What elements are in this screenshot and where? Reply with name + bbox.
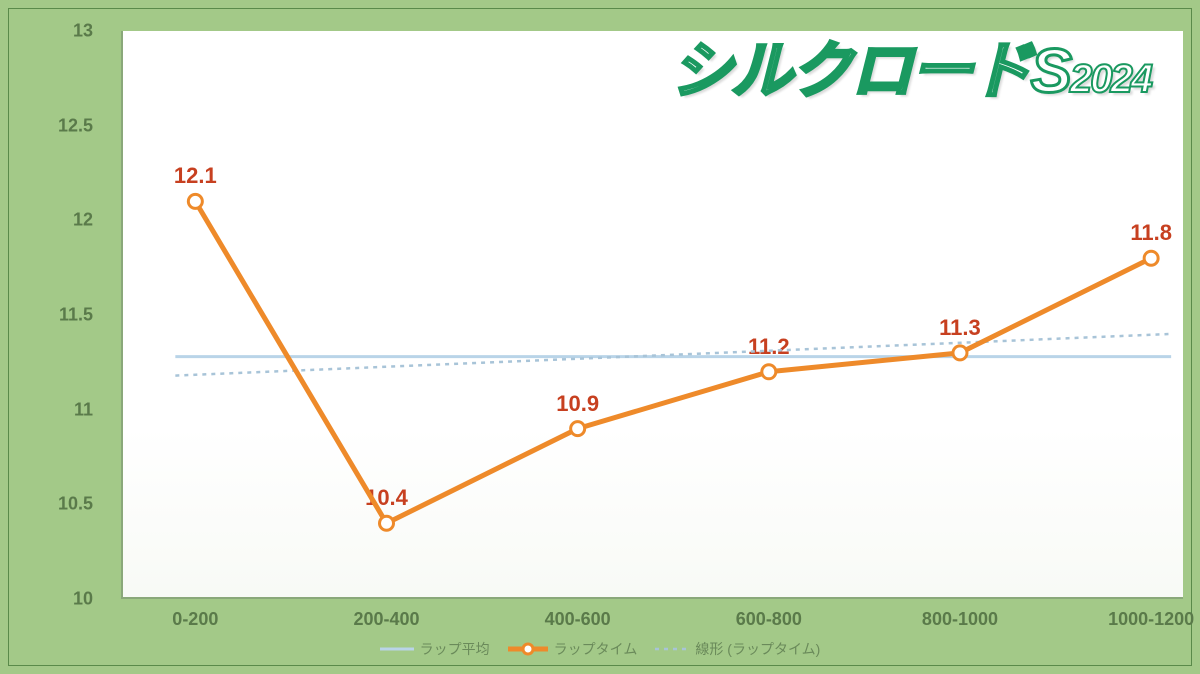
lap-markers [188, 194, 1158, 530]
legend-lap-swatch [508, 642, 548, 656]
legend-lap-label: ラップタイム [554, 639, 638, 659]
x-tick-label: 800-1000 [922, 609, 998, 630]
chart-inner-bevel: シルクロードS2024 1010.51111.51212.513 0-20020… [8, 8, 1192, 666]
chart-outer-frame: シルクロードS2024 1010.51111.51212.513 0-20020… [0, 0, 1200, 674]
lap-line [195, 201, 1151, 523]
lap-marker [1144, 251, 1158, 265]
y-tick-label: 12 [33, 210, 93, 231]
x-tick-label: 400-600 [545, 609, 611, 630]
y-tick-label: 10.5 [33, 494, 93, 515]
lap-marker [380, 516, 394, 530]
legend-avg: ラップ平均 [380, 639, 490, 659]
x-tick-label: 200-400 [353, 609, 419, 630]
lap-marker [953, 346, 967, 360]
lap-marker [762, 365, 776, 379]
legend-trend: 線形 (ラップタイム) [655, 639, 820, 659]
lap-marker [571, 422, 585, 436]
legend-avg-swatch [380, 645, 414, 653]
lap-marker [188, 194, 202, 208]
legend-lap: ラップタイム [508, 639, 638, 659]
legend-trend-label: 線形 (ラップタイム) [695, 639, 820, 659]
chart-svg [121, 31, 1183, 599]
y-tick-label: 10 [33, 589, 93, 610]
legend-avg-label: ラップ平均 [420, 639, 490, 659]
x-tick-label: 600-800 [736, 609, 802, 630]
x-tick-label: 1000-1200 [1108, 609, 1194, 630]
x-tick-label: 0-200 [172, 609, 218, 630]
trend-line [175, 334, 1171, 376]
y-tick-label: 11.5 [33, 305, 93, 326]
legend-trend-swatch [655, 645, 689, 653]
y-tick-label: 13 [33, 21, 93, 42]
legend: ラップ平均 ラップタイム 線形 (ラップタイム) [9, 639, 1191, 659]
y-tick-label: 12.5 [33, 115, 93, 136]
y-tick-label: 11 [33, 399, 93, 420]
